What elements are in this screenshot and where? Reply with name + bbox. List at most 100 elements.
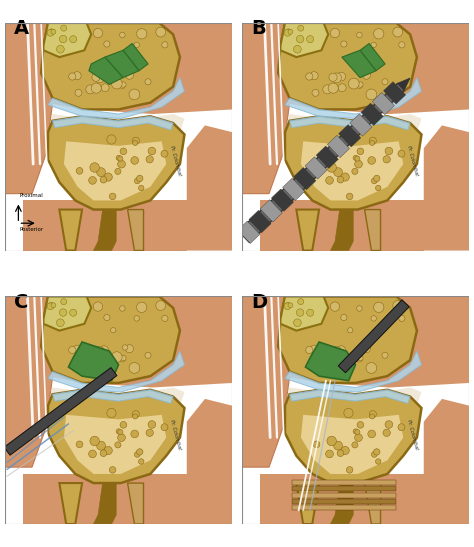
Polygon shape [249, 211, 271, 233]
Circle shape [53, 37, 62, 46]
Circle shape [107, 409, 116, 417]
Circle shape [111, 352, 122, 363]
Circle shape [344, 135, 353, 144]
Polygon shape [5, 296, 55, 467]
Circle shape [101, 357, 109, 365]
Circle shape [91, 83, 101, 93]
Circle shape [48, 29, 55, 35]
Circle shape [330, 28, 340, 38]
Circle shape [382, 79, 388, 85]
Circle shape [393, 301, 402, 311]
Circle shape [93, 302, 103, 311]
Circle shape [104, 41, 110, 47]
Circle shape [86, 85, 95, 94]
Circle shape [75, 89, 82, 96]
Polygon shape [128, 483, 144, 524]
Circle shape [145, 79, 151, 85]
Circle shape [75, 363, 82, 370]
Polygon shape [292, 499, 396, 504]
Text: Pr. Colombat: Pr. Colombat [406, 145, 419, 177]
Polygon shape [187, 125, 232, 251]
Polygon shape [237, 221, 260, 243]
Circle shape [104, 173, 112, 181]
Circle shape [131, 156, 138, 164]
Circle shape [385, 147, 392, 155]
Circle shape [118, 434, 126, 441]
Polygon shape [342, 50, 376, 78]
Circle shape [137, 449, 143, 455]
Circle shape [374, 28, 384, 39]
Circle shape [307, 40, 312, 45]
Circle shape [118, 429, 123, 435]
Circle shape [132, 137, 139, 144]
Polygon shape [328, 135, 350, 158]
Circle shape [356, 32, 362, 38]
Circle shape [329, 347, 337, 355]
Circle shape [89, 450, 96, 458]
Circle shape [56, 45, 64, 53]
Circle shape [290, 311, 299, 320]
Polygon shape [292, 480, 396, 485]
Circle shape [337, 346, 346, 354]
Circle shape [70, 40, 75, 45]
Circle shape [352, 168, 358, 174]
Polygon shape [41, 23, 180, 109]
Circle shape [399, 315, 405, 322]
Polygon shape [68, 342, 118, 381]
Circle shape [47, 30, 54, 36]
Polygon shape [271, 189, 293, 211]
Circle shape [331, 73, 341, 83]
Polygon shape [41, 296, 180, 383]
Circle shape [383, 156, 390, 163]
Polygon shape [53, 390, 173, 404]
Circle shape [133, 414, 137, 419]
Circle shape [73, 345, 81, 353]
Text: D: D [251, 293, 267, 312]
Polygon shape [93, 483, 116, 524]
Circle shape [347, 328, 353, 333]
Circle shape [135, 452, 140, 457]
Polygon shape [48, 78, 184, 119]
Circle shape [122, 345, 128, 350]
Circle shape [91, 357, 101, 366]
Circle shape [89, 177, 96, 184]
Polygon shape [338, 125, 361, 147]
Circle shape [368, 430, 375, 438]
Circle shape [119, 32, 125, 38]
Circle shape [90, 163, 100, 172]
Circle shape [107, 135, 116, 144]
Polygon shape [283, 23, 469, 114]
Polygon shape [285, 114, 421, 146]
Circle shape [116, 429, 121, 434]
Circle shape [135, 178, 140, 184]
Circle shape [369, 137, 376, 144]
Polygon shape [365, 483, 381, 524]
Circle shape [326, 177, 333, 184]
Circle shape [131, 430, 138, 438]
Circle shape [341, 446, 349, 455]
Circle shape [146, 156, 153, 163]
Circle shape [76, 167, 83, 174]
Circle shape [86, 358, 95, 368]
Circle shape [399, 42, 405, 48]
Polygon shape [59, 483, 82, 524]
Circle shape [94, 73, 104, 83]
Circle shape [372, 178, 377, 184]
Circle shape [70, 313, 75, 319]
Polygon shape [128, 210, 144, 251]
Circle shape [100, 72, 109, 81]
Circle shape [375, 185, 381, 191]
Polygon shape [64, 415, 166, 474]
Polygon shape [278, 23, 417, 109]
Circle shape [370, 414, 374, 419]
Circle shape [307, 313, 312, 319]
Polygon shape [59, 210, 82, 251]
Polygon shape [383, 82, 406, 104]
Circle shape [137, 175, 143, 182]
Circle shape [59, 308, 68, 316]
Circle shape [59, 34, 68, 43]
Polygon shape [305, 342, 356, 381]
Circle shape [90, 437, 100, 446]
Circle shape [156, 27, 165, 37]
Circle shape [312, 363, 319, 370]
